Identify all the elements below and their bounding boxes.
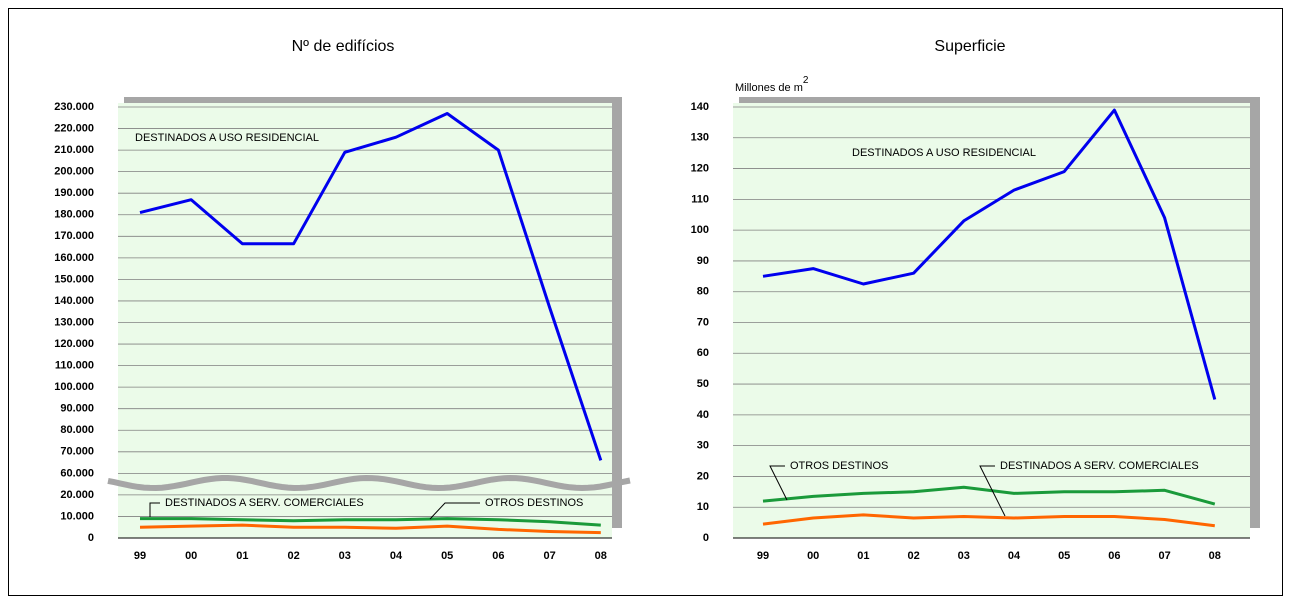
- series-line: [139, 523, 601, 535]
- y-tick-label: 60: [697, 347, 709, 359]
- x-tick-label: 01: [857, 550, 869, 562]
- x-tick-label: 04: [390, 550, 403, 562]
- y-tick-label: 90: [697, 255, 709, 267]
- leader-line: [979, 465, 1006, 517]
- y-tick-label: 90.000: [60, 403, 94, 415]
- x-tick-label: 05: [441, 550, 453, 562]
- x-tick-label: 99: [134, 550, 146, 562]
- y-tick-label: 10.000: [60, 510, 94, 522]
- y-tick-label: 20.000: [60, 489, 94, 501]
- y-tick-label: 100: [691, 224, 709, 236]
- x-tick-label: 03: [339, 550, 351, 562]
- y-tick-label: 80: [697, 286, 709, 298]
- y-tick-label: 160.000: [54, 252, 94, 264]
- y-tick-label: 140.000: [54, 295, 94, 307]
- x-tick-label: 02: [907, 550, 919, 562]
- chart-title: Nº de edifícios: [292, 38, 395, 55]
- axis-break: [107, 474, 631, 492]
- series-label: OTROS DESTINOS: [485, 497, 583, 509]
- y-tick-label: 220.000: [54, 122, 94, 134]
- y-tick-label: 120: [691, 162, 709, 174]
- series-line: [762, 513, 1215, 528]
- y-tick-label: 170.000: [54, 230, 94, 242]
- y-tick-label: 50: [697, 378, 709, 390]
- x-tick-label: 02: [287, 550, 299, 562]
- chart-title: Superficie: [934, 38, 1005, 55]
- x-tick-label: 03: [958, 550, 970, 562]
- x-tick-label: 08: [595, 550, 607, 562]
- leader-line: [429, 502, 480, 520]
- y-tick-label: 80.000: [60, 424, 94, 436]
- x-tick-label: 00: [807, 550, 819, 562]
- x-tick-label: 00: [185, 550, 197, 562]
- leader-line: [149, 502, 160, 517]
- series-label: OTROS DESTINOS: [790, 460, 888, 472]
- y-tick-label: 180.000: [54, 209, 94, 221]
- y-tick-label: 70.000: [60, 446, 94, 458]
- x-tick-label: 06: [492, 550, 504, 562]
- x-tick-label: 07: [543, 550, 555, 562]
- x-tick-label: 06: [1108, 550, 1120, 562]
- x-tick-label: 05: [1058, 550, 1070, 562]
- y-tick-label: 40: [697, 409, 709, 421]
- series-label: DESTINADOS A USO RESIDENCIAL: [135, 132, 319, 144]
- series-line: [762, 108, 1217, 400]
- y-tick-label: 0: [88, 532, 94, 544]
- x-tick-label: 04: [1008, 550, 1021, 562]
- series-label: DESTINADOS A USO RESIDENCIAL: [852, 147, 1036, 159]
- y-tick-label: 70: [697, 316, 709, 328]
- x-tick-label: 99: [757, 550, 769, 562]
- plot-area: [118, 103, 612, 538]
- y-tick-label: 120.000: [54, 338, 94, 350]
- y-axis-label-sup: 2: [803, 75, 809, 86]
- y-tick-label: 140: [691, 101, 709, 113]
- y-tick-label: 190.000: [54, 187, 94, 199]
- y-axis-label-text: Millones de m: [735, 82, 803, 94]
- y-tick-label: 230.000: [54, 101, 94, 113]
- y-tick-label: 10: [697, 501, 709, 513]
- y-tick-label: 200.000: [54, 166, 94, 178]
- series-line: [140, 517, 601, 527]
- y-tick-label: 110.000: [55, 360, 94, 372]
- series-label: DESTINADOS A SERV. COMERCIALES: [165, 497, 364, 509]
- y-tick-label: 30: [697, 440, 709, 452]
- series-line: [762, 485, 1216, 506]
- y-tick-label: 130.000: [54, 316, 94, 328]
- leader-line: [769, 465, 788, 501]
- y-tick-label: 100.000: [54, 381, 94, 393]
- y-tick-label: 150.000: [54, 273, 94, 285]
- y-tick-label: 0: [703, 532, 709, 544]
- x-tick-label: 08: [1209, 550, 1221, 562]
- y-tick-label: 20: [697, 470, 709, 482]
- x-tick-label: 01: [236, 550, 248, 562]
- y-tick-label: 60.000: [60, 467, 94, 479]
- y-tick-label: 110: [691, 193, 709, 205]
- y-tick-label: 130: [691, 132, 709, 144]
- series-line: [139, 112, 603, 461]
- y-tick-label: 210.000: [54, 144, 94, 156]
- series-label: DESTINADOS A SERV. COMERCIALES: [1000, 460, 1199, 472]
- x-tick-label: 07: [1158, 550, 1170, 562]
- y-axis-label: Millones de m2: [735, 75, 809, 94]
